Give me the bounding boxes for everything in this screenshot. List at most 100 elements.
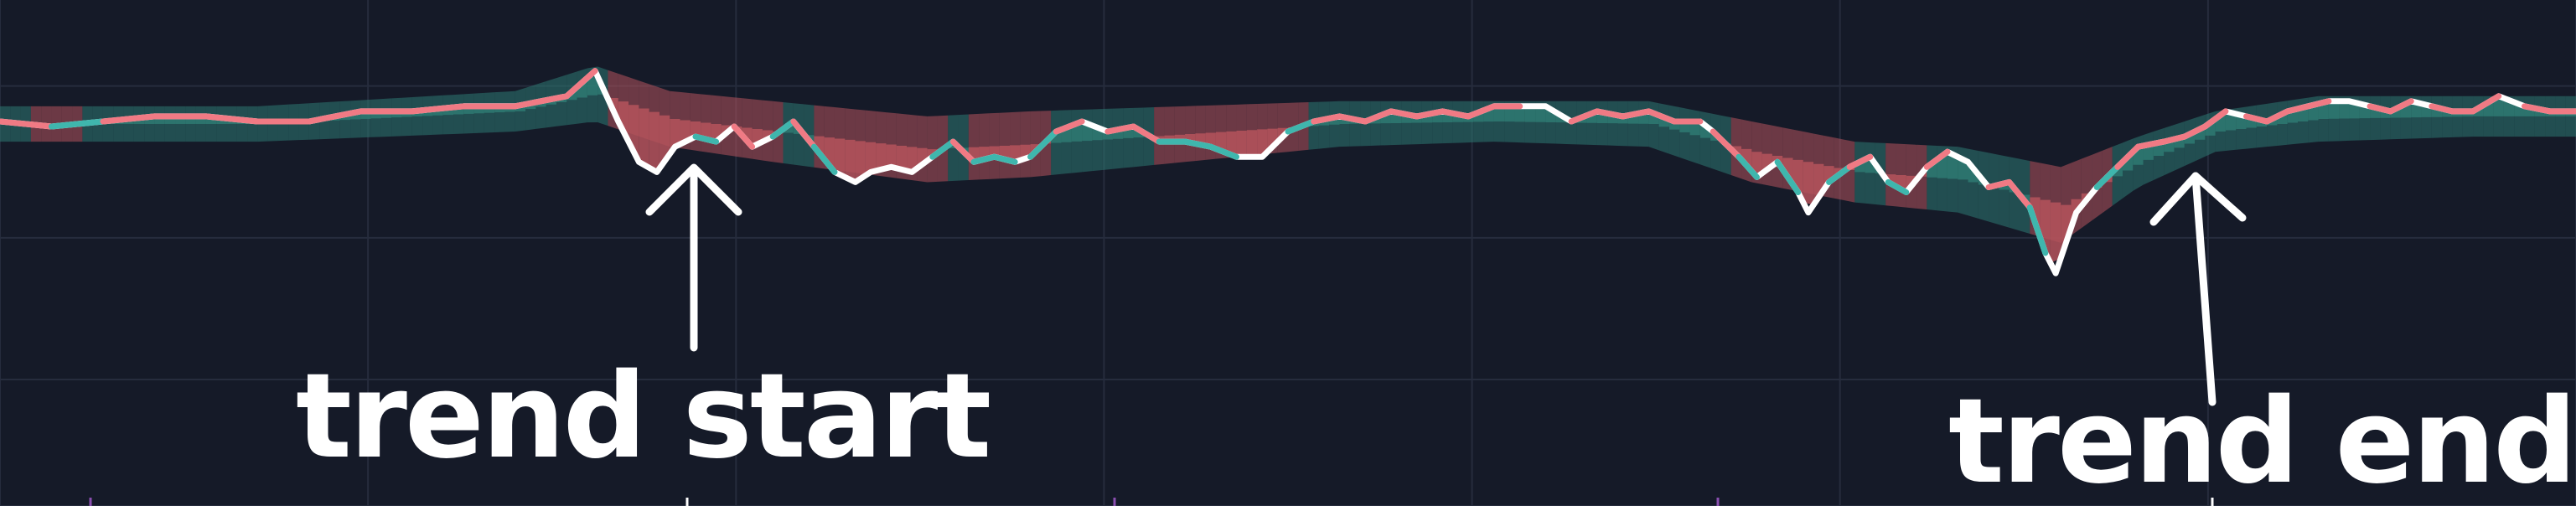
trend-band-segment <box>1668 105 1680 157</box>
trend-end-annotation: trend end <box>1948 172 2576 506</box>
trend-band-segment <box>2009 157 2020 231</box>
trend-fill-segment <box>1257 129 1268 157</box>
price-line-accent <box>1735 153 1760 180</box>
trend-band-segment <box>1576 101 1587 145</box>
price-line-accent <box>563 68 598 100</box>
trend-fill-segment <box>1493 106 1505 121</box>
trend-band-segment <box>1195 106 1206 162</box>
price-line-accent <box>2367 103 2394 115</box>
trend-fill-segment <box>1689 121 1700 136</box>
price-line-accent <box>1774 158 1802 196</box>
trend-fill-segment <box>2040 199 2051 264</box>
trend-fill-segment <box>886 144 897 168</box>
price-line-accent <box>2284 103 2311 115</box>
price-line-accent <box>810 143 838 175</box>
trend-fill-segment <box>2339 101 2350 119</box>
price-line-accent <box>306 108 364 125</box>
trend-fill-segment <box>855 141 866 183</box>
trend-band-segment <box>1555 101 1566 144</box>
trend-band-segment <box>1277 102 1288 153</box>
price-line-accent <box>1620 108 1652 120</box>
trend-band-segment <box>1854 142 1865 204</box>
trend-band-segment <box>979 113 990 180</box>
trend-end-arrow-head <box>2149 172 2247 226</box>
price-line-accent <box>2243 113 2270 125</box>
trend-fill-segment <box>628 105 639 163</box>
price-line-accent <box>1465 103 1497 120</box>
trend-band-segment <box>958 114 969 181</box>
trend-band-segment <box>1442 101 1453 144</box>
trend-fill-segment <box>2493 98 2504 116</box>
price-line-accent <box>1027 128 1059 160</box>
trend-band-segment <box>783 102 794 165</box>
price-line-accent <box>1985 178 2013 190</box>
price-line-accent <box>512 93 570 110</box>
price-line-accent <box>2006 178 2033 211</box>
price-line-accent <box>2201 108 2229 130</box>
trend-band-segment <box>999 112 1011 179</box>
trend-fill-segment <box>845 139 856 183</box>
price-line-accent <box>2522 103 2553 115</box>
price-line-accent <box>2263 108 2291 125</box>
price-line-accent <box>970 153 998 165</box>
trend-band-segment <box>927 116 938 183</box>
price-line-accent <box>1311 113 1342 125</box>
trend-band-segment <box>2431 96 2443 138</box>
price-line-accent <box>1885 178 1910 196</box>
price-line-accent <box>2026 204 2049 256</box>
bottom-tick-marks <box>89 498 2214 506</box>
price-line-accent <box>1923 148 1951 170</box>
trend-band-segment <box>793 103 804 167</box>
price-line-accent <box>790 118 817 150</box>
trend-band-segment <box>1710 113 1721 172</box>
trend-band-segment <box>1010 111 1021 178</box>
trend-band-segment <box>1638 101 1649 147</box>
trend-fill-segment <box>1236 131 1247 157</box>
price-line-accent <box>2134 138 2167 150</box>
trend-fill-segment <box>834 138 846 178</box>
trend-fill-segment <box>1813 163 1824 205</box>
price-line-accent <box>48 118 106 130</box>
trend-band-segment <box>1020 111 1031 178</box>
price-line-accent <box>1645 108 1678 125</box>
trend-band-segment <box>1679 107 1690 162</box>
trend-band-segment <box>1586 101 1597 146</box>
price-line-accent <box>1594 108 1627 120</box>
price-line-accent <box>2429 103 2455 115</box>
trend-fill-segment <box>1514 106 1525 122</box>
price-line-accent <box>1846 153 1874 170</box>
trend-fill-segment <box>2328 101 2340 119</box>
trend-fill-segment <box>649 111 660 169</box>
price-line-accent <box>731 123 756 150</box>
trend-band-segment <box>1185 106 1196 163</box>
trend-band-segment <box>1927 145 1937 211</box>
price-line-accent <box>1388 108 1420 120</box>
price-line-accent <box>2387 98 2414 115</box>
price-line-accent <box>1053 118 1085 135</box>
trend-fill-segment <box>1010 145 1021 161</box>
trend-fill-segment <box>896 145 908 171</box>
price-line-accent <box>1336 113 1368 125</box>
trend-end-arrow-shaft <box>2191 172 2216 406</box>
trend-fill-segment <box>824 137 835 173</box>
price-line-accent <box>1182 138 1214 150</box>
price-line-group <box>0 68 2576 276</box>
trend-fill-segment <box>1524 106 1536 122</box>
price-line-accent <box>1710 128 1742 160</box>
price-line-accent <box>1104 123 1137 135</box>
trend-band-segment <box>1205 105 1216 160</box>
price-line-accent <box>100 113 158 125</box>
trend-band-segment <box>1648 101 1659 151</box>
trend-band-segment <box>1978 150 1989 222</box>
price-line-accent <box>2160 133 2188 145</box>
price-line-accent <box>2093 163 2121 190</box>
price-line-accent <box>2181 123 2208 140</box>
trend-band-segment <box>1411 101 1422 145</box>
trend-band-segment <box>1844 139 1855 203</box>
price-line-accent <box>991 153 1018 165</box>
price-line-accent <box>692 133 720 145</box>
price-line-accent <box>0 118 54 130</box>
price-line-accent <box>1208 143 1240 160</box>
trend-fill-segment <box>587 76 598 96</box>
